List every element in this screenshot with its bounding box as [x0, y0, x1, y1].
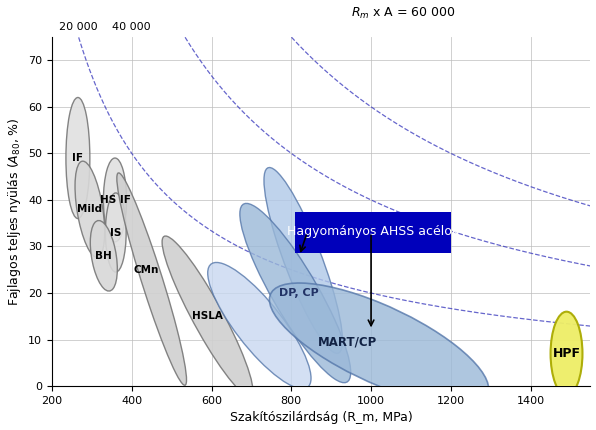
Ellipse shape	[104, 158, 126, 242]
Ellipse shape	[105, 193, 126, 272]
FancyBboxPatch shape	[295, 212, 451, 253]
Text: MART/CP: MART/CP	[318, 335, 377, 348]
Text: IF: IF	[72, 153, 83, 163]
Text: HPF: HPF	[552, 347, 581, 360]
Text: IS: IS	[110, 227, 122, 237]
Text: HS IF: HS IF	[100, 195, 131, 205]
Text: Hagyományos AHSS acélok: Hagyományos AHSS acélok	[287, 224, 459, 238]
Ellipse shape	[117, 173, 187, 385]
Ellipse shape	[162, 236, 253, 396]
Ellipse shape	[240, 203, 350, 383]
Text: $R_m$ x A = 60 000: $R_m$ x A = 60 000	[351, 6, 456, 21]
Text: TRIP: TRIP	[295, 242, 324, 252]
Ellipse shape	[75, 161, 105, 257]
Y-axis label: Fajlagos teljes nyülás ($A_{80}$, %): Fajlagos teljes nyülás ($A_{80}$, %)	[5, 117, 23, 306]
X-axis label: Szakítószilárdság (R_m, MPa): Szakítószilárdság (R_m, MPa)	[230, 412, 412, 424]
Ellipse shape	[264, 168, 343, 353]
Text: CMn: CMn	[133, 265, 159, 275]
Ellipse shape	[208, 262, 311, 389]
Text: DP, CP: DP, CP	[280, 288, 319, 298]
Text: BH: BH	[95, 251, 112, 261]
Text: Mild: Mild	[77, 204, 103, 214]
Text: HSLA: HSLA	[192, 311, 223, 321]
Ellipse shape	[66, 98, 90, 218]
Ellipse shape	[551, 312, 582, 396]
Ellipse shape	[91, 221, 117, 291]
Ellipse shape	[269, 283, 489, 405]
